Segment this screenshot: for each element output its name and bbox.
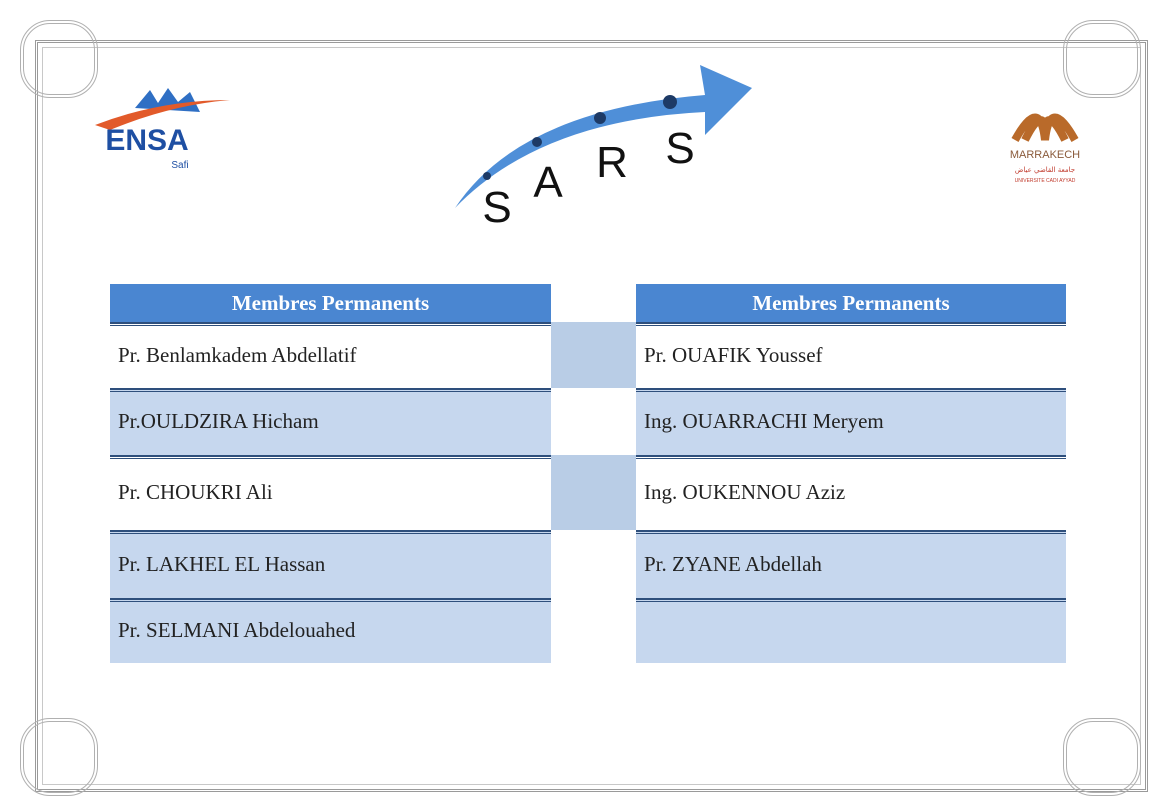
- table-header: Membres Permanents: [110, 284, 551, 322]
- banner-letter: S: [482, 183, 511, 232]
- ensa-logo-swoosh: [95, 100, 230, 130]
- dot: [663, 95, 677, 109]
- table-header: Membres Permanents: [636, 284, 1066, 322]
- table-row: Ing. OUKENNOU Aziz: [636, 455, 1066, 530]
- table-row: Ing. OUARRACHI Meryem: [636, 388, 1066, 455]
- ornament: [20, 20, 98, 98]
- row-separator: [110, 455, 551, 459]
- uca-logo: [1011, 113, 1079, 142]
- ornament: [1063, 718, 1141, 796]
- row-separator: [636, 455, 1066, 459]
- table-row: Pr. CHOUKRI Ali: [110, 455, 551, 530]
- table-row: Pr. OUAFIK Youssef: [636, 322, 1066, 388]
- row-separator: [110, 530, 551, 534]
- table-row: Pr. ZYANE Abdellah: [636, 530, 1066, 598]
- table-row: [636, 598, 1066, 663]
- connector: [551, 455, 636, 530]
- ornament: [1063, 20, 1141, 98]
- table-row: Pr. LAKHEL EL Hassan: [110, 530, 551, 598]
- uca-arabic: جامعة القاضي عياض: [1015, 166, 1075, 174]
- banner-letter: S: [665, 124, 694, 173]
- row-separator: [636, 530, 1066, 534]
- banner-letter: A: [533, 158, 563, 207]
- frame: [35, 40, 1148, 792]
- ensa-sub: Safi: [171, 160, 188, 171]
- ornament: [20, 718, 98, 796]
- frame-inner: [42, 47, 1141, 785]
- row-separator: [110, 388, 551, 392]
- table-row: Pr. SELMANI Abdelouahed: [110, 598, 551, 663]
- uca-name: MARRAKECH: [1010, 149, 1080, 161]
- connector: [551, 322, 636, 388]
- ensa-name: ENSA: [105, 124, 188, 157]
- row-separator: [110, 598, 551, 602]
- dot: [532, 137, 542, 147]
- sars-arrow: [455, 65, 752, 208]
- row-separator: [636, 322, 1066, 326]
- row-separator: [636, 388, 1066, 392]
- dot: [483, 172, 491, 180]
- uca-latin: UNIVERSITE CADI AYYAD: [1015, 178, 1076, 184]
- row-separator: [110, 322, 551, 326]
- table-row: Pr.OULDZIRA Hicham: [110, 388, 551, 455]
- dot: [594, 112, 606, 124]
- banner-letter: R: [596, 138, 628, 187]
- row-separator: [636, 598, 1066, 602]
- table-row: Pr. Benlamkadem Abdellatif: [110, 322, 551, 388]
